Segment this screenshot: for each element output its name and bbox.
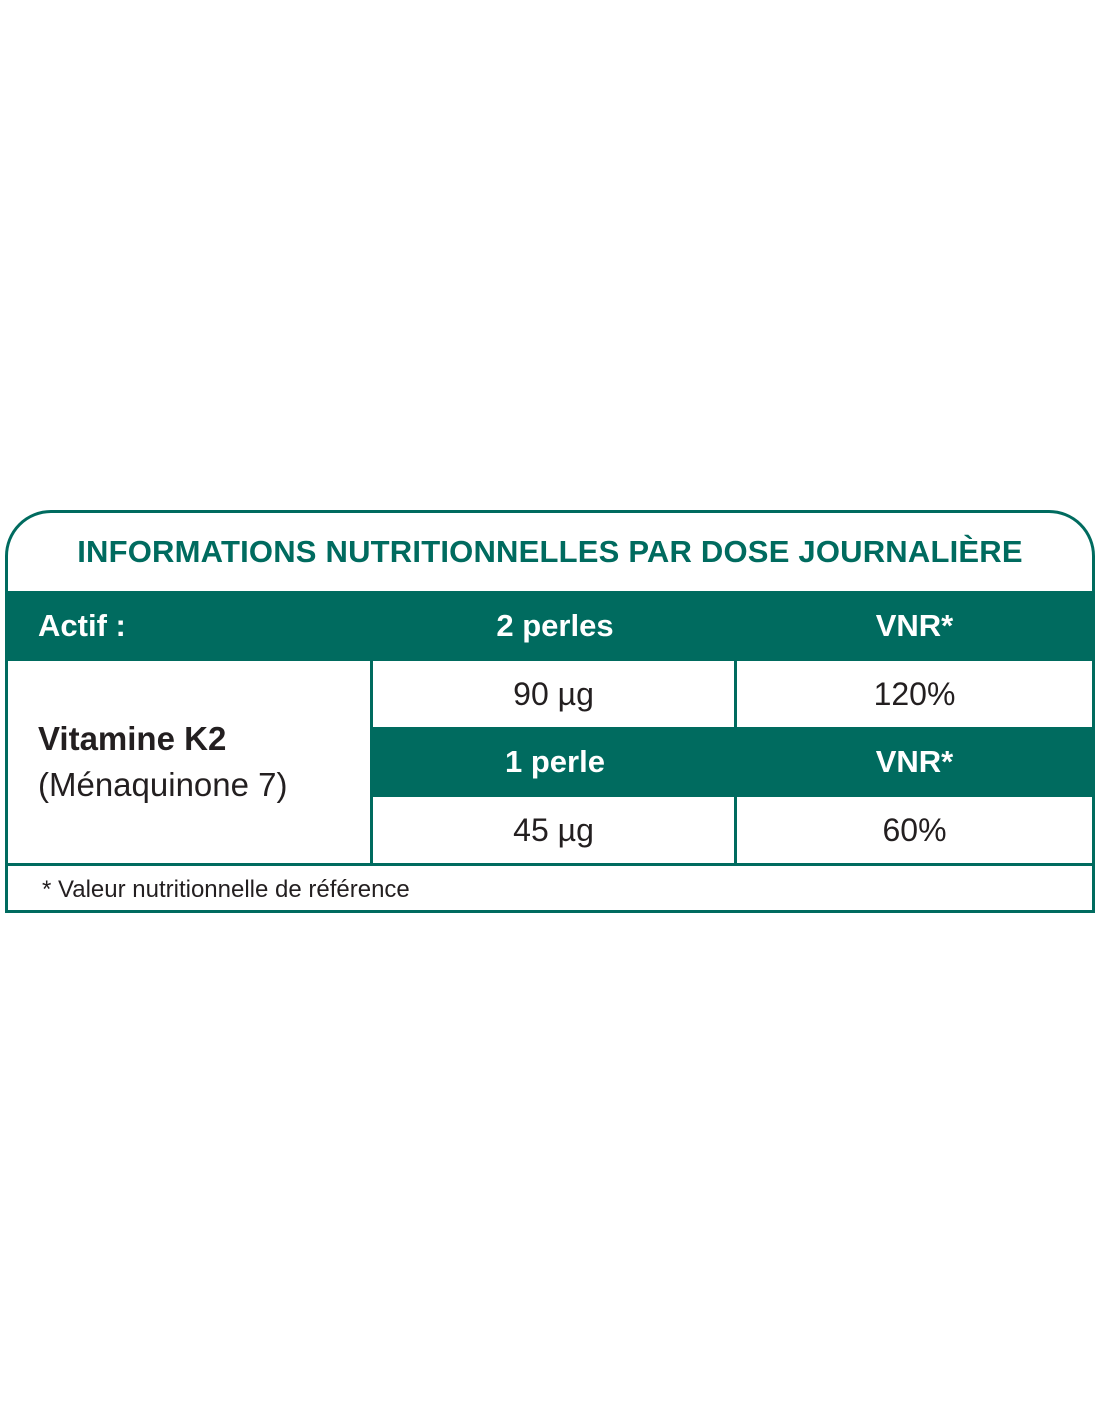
amount-one-pearl: 45 µg (513, 811, 594, 848)
nutrition-table: INFORMATIONS NUTRITIONNELLES PAR DOSE JO… (5, 510, 1095, 913)
amount-two-pearls: 90 µg (513, 675, 594, 712)
ingredient-name: Vitamine K2 (38, 720, 227, 757)
header-vnr: VNR* (875, 608, 954, 643)
ingredient-detail: (Ménaquinone 7) (38, 766, 288, 803)
vnr-two-pearls: 120% (873, 675, 956, 712)
header-active: Actif : (38, 608, 126, 643)
table-body: Vitamine K2 (Ménaquinone 7) 90 µg 120% 1… (8, 661, 1092, 863)
ingredient-cell: Vitamine K2 (Ménaquinone 7) (38, 661, 288, 863)
vnr-one-pearl: 60% (882, 811, 947, 848)
header-one-pearl: 1 perle (505, 744, 605, 779)
table-header-row: Actif : 2 perles VNR* (8, 591, 1092, 661)
footnote: * Valeur nutritionnelle de référence (8, 863, 1092, 910)
sub-header-row: 1 perle VNR* (373, 727, 1092, 797)
table-title: INFORMATIONS NUTRITIONNELLES PAR DOSE JO… (77, 534, 1023, 569)
header-vnr-secondary: VNR* (875, 744, 954, 779)
column-divider-1 (370, 661, 373, 863)
header-two-pearls: 2 perles (496, 608, 614, 643)
